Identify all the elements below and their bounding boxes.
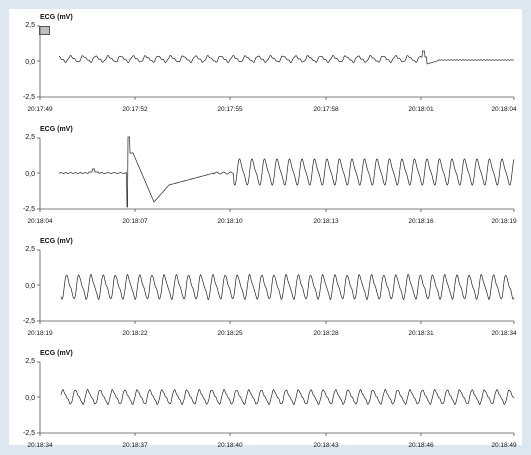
x-tick: 20:18:31 (408, 330, 434, 337)
x-tick: 20:18:40 (217, 442, 243, 449)
y-axis-label: ECG (mV) (40, 238, 73, 245)
y-axis-label: ECG (mV) (40, 14, 73, 21)
y-tick-top: 2,5 (25, 246, 35, 253)
x-tick: 20:18:28 (313, 330, 339, 337)
x-tick: 20:18:04 (491, 106, 517, 113)
y-tick-zero: 0,0 (25, 283, 35, 290)
x-tick: 20:17:58 (313, 106, 339, 113)
ecg-panel-2: ECG (mV) 2,5 0,0 -2,5 20:18:04 20:18:07 … (9, 121, 522, 231)
y-tick-bottom: -2,5 (22, 318, 35, 325)
x-tick: 20:18:16 (408, 218, 434, 225)
x-tick: 20:18:19 (27, 330, 53, 337)
x-tick: 20:18:10 (217, 218, 243, 225)
x-tick: 20:18:22 (122, 330, 148, 337)
y-tick-bottom: -2,5 (22, 430, 35, 437)
ecg-trace (60, 388, 515, 406)
x-tick: 20:18:13 (313, 218, 339, 225)
ecg-panel-1: ECG (mV) 2,5 0,0 -2,5 20:17:49 20:17:52 … (9, 9, 522, 119)
plot-axes (37, 361, 515, 436)
ecg-plot-2 (37, 136, 515, 212)
x-tick: 20:17:55 (217, 106, 243, 113)
x-tick: 20:18:43 (313, 442, 339, 449)
y-axis-label: ECG (mV) (40, 350, 73, 357)
y-axis-label: ECG (mV) (40, 126, 73, 133)
x-tick: 20:18:34 (491, 330, 517, 337)
y-tick-top: 2,5 (25, 134, 35, 141)
ecg-trace (58, 136, 515, 208)
y-tick-bottom: -2,5 (22, 206, 35, 213)
x-tick: 20:18:34 (27, 442, 53, 449)
y-tick-top: 2,5 (25, 358, 35, 365)
ecg-plot-3 (37, 249, 515, 324)
plot-axes (37, 137, 515, 212)
ecg-trace (60, 273, 515, 301)
x-tick: 20:17:52 (122, 106, 148, 113)
x-tick: 20:18:04 (27, 218, 53, 225)
y-tick-top: 2,5 (25, 22, 35, 29)
x-tick: 20:18:37 (122, 442, 148, 449)
x-tick: 20:18:07 (122, 218, 148, 225)
marker-box-icon (39, 26, 50, 35)
ecg-trace (58, 50, 515, 65)
ecg-panel-3: ECG (mV) 2,5 0,0 -2,5 20:18:19 20:18:22 … (9, 233, 522, 343)
y-tick-zero: 0,0 (25, 59, 35, 66)
ecg-plot-4 (37, 361, 515, 436)
y-tick-zero: 0,0 (25, 395, 35, 402)
ecg-panel-4: ECG (mV) 2,5 0,0 -2,5 20:18:34 20:18:37 … (9, 345, 522, 455)
x-tick: 20:18:25 (217, 330, 243, 337)
ecg-report-frame: ECG (mV) 2,5 0,0 -2,5 20:17:49 20:17:52 … (9, 9, 522, 449)
plot-axes (37, 25, 515, 100)
x-tick: 20:18:01 (408, 106, 434, 113)
y-tick-zero: 0,0 (25, 171, 35, 178)
x-tick: 20:18:49 (491, 442, 517, 449)
ecg-plot-1 (37, 25, 515, 100)
y-tick-bottom: -2,5 (22, 94, 35, 101)
x-tick: 20:18:46 (408, 442, 434, 449)
x-tick: 20:17:49 (27, 106, 53, 113)
plot-axes (37, 249, 515, 324)
x-tick: 20:18:19 (491, 218, 517, 225)
